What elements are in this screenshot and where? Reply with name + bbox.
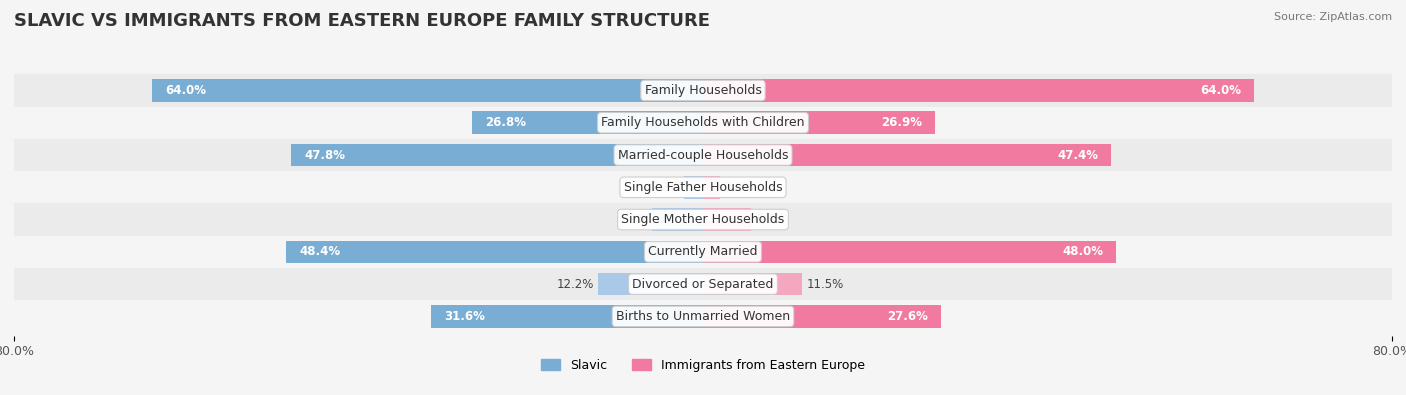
Text: 5.9%: 5.9%	[619, 213, 648, 226]
Text: 5.6%: 5.6%	[755, 213, 786, 226]
Bar	[703, 144, 1111, 166]
Text: 48.4%: 48.4%	[299, 245, 340, 258]
Text: Births to Unmarried Women: Births to Unmarried Women	[616, 310, 790, 323]
Text: 31.6%: 31.6%	[444, 310, 485, 323]
Bar	[703, 241, 1116, 263]
Text: 48.0%: 48.0%	[1063, 245, 1104, 258]
Text: Family Households with Children: Family Households with Children	[602, 116, 804, 129]
Text: Source: ZipAtlas.com: Source: ZipAtlas.com	[1274, 12, 1392, 22]
Text: Divorced or Separated: Divorced or Separated	[633, 278, 773, 291]
Bar	[14, 268, 1392, 300]
Bar	[291, 144, 703, 166]
Bar	[703, 208, 751, 231]
Text: 26.8%: 26.8%	[485, 116, 526, 129]
Bar	[598, 273, 703, 295]
Bar	[685, 176, 703, 199]
Bar	[14, 236, 1392, 268]
Text: Married-couple Households: Married-couple Households	[617, 149, 789, 162]
Text: 11.5%: 11.5%	[807, 278, 844, 291]
Bar	[14, 139, 1392, 171]
Legend: Slavic, Immigrants from Eastern Europe: Slavic, Immigrants from Eastern Europe	[536, 354, 870, 377]
Bar	[14, 203, 1392, 236]
Text: 12.2%: 12.2%	[557, 278, 593, 291]
Text: Single Mother Households: Single Mother Households	[621, 213, 785, 226]
Bar	[430, 305, 703, 328]
Bar	[152, 79, 703, 102]
Bar	[14, 107, 1392, 139]
Bar	[703, 111, 935, 134]
Text: 2.0%: 2.0%	[724, 181, 754, 194]
Text: 26.9%: 26.9%	[880, 116, 922, 129]
Text: 64.0%: 64.0%	[1201, 84, 1241, 97]
Bar	[14, 74, 1392, 107]
Bar	[287, 241, 703, 263]
Bar	[703, 305, 941, 328]
Bar	[652, 208, 703, 231]
Bar	[703, 273, 801, 295]
Bar	[703, 176, 720, 199]
Text: Family Households: Family Households	[644, 84, 762, 97]
Text: Single Father Households: Single Father Households	[624, 181, 782, 194]
Text: SLAVIC VS IMMIGRANTS FROM EASTERN EUROPE FAMILY STRUCTURE: SLAVIC VS IMMIGRANTS FROM EASTERN EUROPE…	[14, 12, 710, 30]
Text: 64.0%: 64.0%	[165, 84, 205, 97]
Bar	[703, 79, 1254, 102]
Bar	[14, 171, 1392, 203]
Text: 27.6%: 27.6%	[887, 310, 928, 323]
Bar	[472, 111, 703, 134]
Bar	[14, 300, 1392, 333]
Text: Currently Married: Currently Married	[648, 245, 758, 258]
Text: 47.8%: 47.8%	[304, 149, 346, 162]
Text: 47.4%: 47.4%	[1057, 149, 1098, 162]
Text: 2.2%: 2.2%	[650, 181, 679, 194]
